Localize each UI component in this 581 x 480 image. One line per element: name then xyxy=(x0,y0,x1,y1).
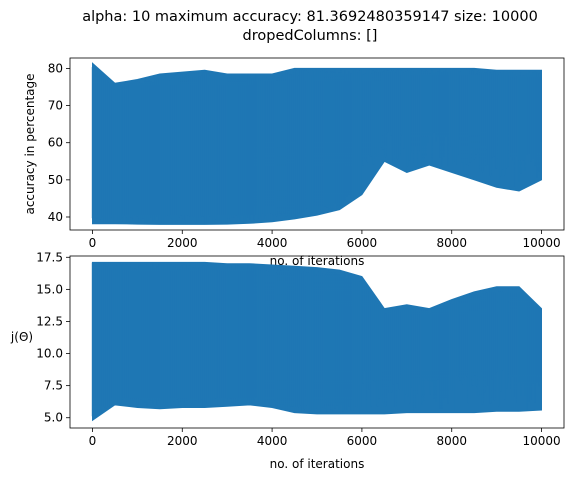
cost-y-axis-label: j(Θ) xyxy=(10,330,33,344)
accuracy-y-axis: 40 50 60 70 80 xyxy=(48,61,70,224)
cost-x-tick-label: 8000 xyxy=(436,434,467,448)
cost-y-tick-label: 10.0 xyxy=(36,347,63,361)
cost-plot-frame xyxy=(69,255,565,429)
accuracy-plot-frame xyxy=(69,57,565,231)
accuracy-y-tick-label: 40 xyxy=(48,210,63,224)
accuracy-x-tick-label: 8000 xyxy=(436,236,467,250)
cost-x-tick-label: 0 xyxy=(89,434,97,448)
cost-x-tick-label: 4000 xyxy=(257,434,288,448)
accuracy-y-tick-label: 60 xyxy=(48,136,63,150)
accuracy-x-tick-label: 10000 xyxy=(522,236,560,250)
accuracy-x-tick-label: 2000 xyxy=(167,236,198,250)
accuracy-series-band xyxy=(91,62,542,225)
cost-x-tick-label: 10000 xyxy=(522,434,560,448)
cost-x-axis: 0 2000 4000 6000 8000 10000 xyxy=(89,428,561,448)
accuracy-x-tick-label: 4000 xyxy=(257,236,288,250)
accuracy-y-tick-label: 70 xyxy=(48,99,63,113)
chart-title-line1: alpha: 10 maximum accuracy: 81.369248035… xyxy=(82,9,538,25)
cost-panel: 0 2000 4000 6000 8000 10000 5.0 7.5 10.0 12.5 15.… xyxy=(10,250,565,471)
accuracy-x-axis-label: no. of iterations xyxy=(270,254,365,268)
accuracy-panel: 0 2000 4000 6000 8000 10000 40 50 60 70 80 no. of… xyxy=(23,57,565,268)
accuracy-x-tick-label: 0 xyxy=(89,236,97,250)
accuracy-y-tick-label: 80 xyxy=(48,61,63,75)
cost-y-tick-label: 7.5 xyxy=(44,379,63,393)
chart-title-line2: dropedColumns: [] xyxy=(243,28,378,44)
accuracy-x-tick-label: 6000 xyxy=(347,236,378,250)
cost-y-tick-label: 17.5 xyxy=(36,250,63,264)
cost-series-band xyxy=(91,261,542,422)
cost-x-tick-label: 6000 xyxy=(347,434,378,448)
accuracy-x-axis: 0 2000 4000 6000 8000 10000 xyxy=(89,230,561,250)
cost-x-tick-label: 2000 xyxy=(167,434,198,448)
cost-series-line xyxy=(91,262,542,419)
accuracy-y-tick-label: 50 xyxy=(48,173,63,187)
accuracy-y-axis-label: accuracy in percentage xyxy=(23,73,37,214)
accuracy-series-line xyxy=(91,65,542,225)
cost-y-tick-label: 15.0 xyxy=(36,282,63,296)
cost-y-axis: 5.0 7.5 10.0 12.5 15.0 17.5 xyxy=(36,250,70,425)
cost-y-tick-label: 12.5 xyxy=(36,314,63,328)
cost-x-axis-label: no. of iterations xyxy=(270,457,365,471)
cost-y-tick-label: 5.0 xyxy=(44,411,63,425)
